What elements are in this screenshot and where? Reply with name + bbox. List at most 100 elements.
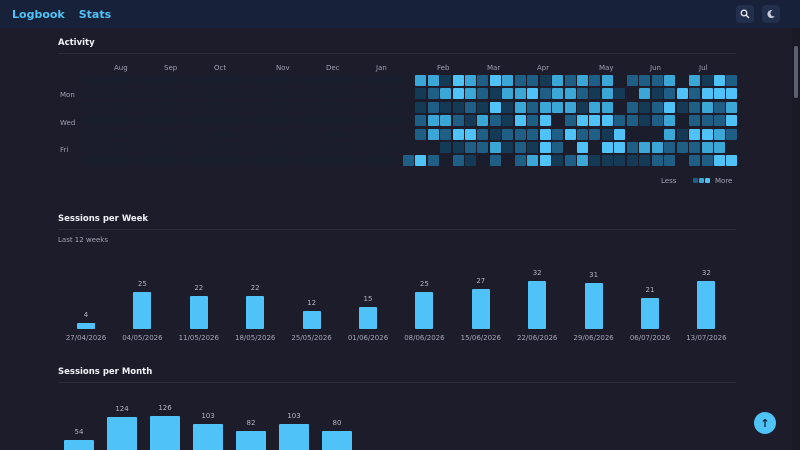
heatmap-cell[interactable]: [701, 101, 713, 113]
heatmap-cell[interactable]: [689, 75, 701, 86]
heatmap-cell[interactable]: [103, 75, 115, 86]
heatmap-cell[interactable]: [489, 88, 501, 100]
heatmap-cell[interactable]: [91, 128, 103, 140]
heatmap-cell[interactable]: [440, 142, 452, 153]
heatmap-cell[interactable]: [278, 88, 290, 100]
heatmap-cell[interactable]: [564, 88, 576, 100]
heatmap-cell[interactable]: [328, 155, 339, 167]
heatmap-cell[interactable]: [240, 142, 252, 153]
heatmap-cell[interactable]: [315, 75, 327, 86]
heatmap-cell[interactable]: [639, 101, 651, 113]
heatmap-cell[interactable]: [651, 115, 663, 127]
chart-bar[interactable]: [236, 430, 266, 450]
heatmap-cell[interactable]: [328, 142, 339, 153]
heatmap-cell[interactable]: [128, 88, 140, 100]
heatmap-cell[interactable]: [701, 142, 713, 153]
heatmap-cell[interactable]: [103, 88, 115, 100]
heatmap-cell[interactable]: [477, 88, 489, 100]
heatmap-cell[interactable]: [726, 128, 738, 140]
heatmap-cell[interactable]: [79, 75, 90, 86]
heatmap-cell[interactable]: [79, 155, 90, 167]
heatmap-cell[interactable]: [116, 115, 128, 127]
heatmap-cell[interactable]: [166, 142, 178, 153]
heatmap-cell[interactable]: [564, 155, 576, 167]
heatmap-cell[interactable]: [664, 88, 676, 100]
heatmap-cell[interactable]: [352, 115, 364, 127]
heatmap-cell[interactable]: [589, 88, 601, 100]
heatmap-cell[interactable]: [116, 101, 128, 113]
heatmap-cell[interactable]: [116, 128, 128, 140]
heatmap-cell[interactable]: [141, 88, 153, 100]
heatmap-cell[interactable]: [676, 142, 688, 153]
heatmap-cell[interactable]: [377, 75, 389, 86]
heatmap-cell[interactable]: [676, 75, 688, 86]
heatmap-cell[interactable]: [527, 88, 539, 100]
heatmap-cell[interactable]: [178, 155, 190, 167]
heatmap-cell[interactable]: [601, 128, 613, 140]
heatmap-cell[interactable]: [228, 101, 240, 113]
heatmap-cell[interactable]: [514, 101, 526, 113]
heatmap-cell[interactable]: [552, 101, 564, 113]
heatmap-cell[interactable]: [265, 142, 277, 153]
heatmap-cell[interactable]: [103, 101, 115, 113]
heatmap-cell[interactable]: [365, 88, 377, 100]
heatmap-cell[interactable]: [514, 75, 526, 86]
heatmap-cell[interactable]: [676, 128, 688, 140]
heatmap-cell[interactable]: [265, 115, 277, 127]
heatmap-cell[interactable]: [651, 88, 663, 100]
heatmap-cell[interactable]: [265, 155, 277, 167]
heatmap-cell[interactable]: [303, 115, 315, 127]
heatmap-cell[interactable]: [91, 101, 103, 113]
heatmap-cell[interactable]: [514, 88, 526, 100]
heatmap-cell[interactable]: [402, 101, 414, 113]
chart-bar[interactable]: [322, 431, 352, 450]
heatmap-cell[interactable]: [440, 75, 452, 86]
heatmap-cell[interactable]: [477, 155, 489, 167]
heatmap-cell[interactable]: [552, 128, 564, 140]
heatmap-cell[interactable]: [278, 115, 290, 127]
heatmap-cell[interactable]: [514, 142, 526, 153]
heatmap-cell[interactable]: [464, 142, 476, 153]
heatmap-cell[interactable]: [415, 75, 427, 86]
heatmap-cell[interactable]: [639, 128, 651, 140]
heatmap-cell[interactable]: [577, 101, 588, 113]
heatmap-cell[interactable]: [365, 155, 377, 167]
heatmap-cell[interactable]: [402, 115, 414, 127]
heatmap-cell[interactable]: [116, 75, 128, 86]
heatmap-cell[interactable]: [689, 128, 701, 140]
heatmap-cell[interactable]: [390, 88, 402, 100]
heatmap-cell[interactable]: [328, 75, 339, 86]
heatmap-cell[interactable]: [79, 142, 90, 153]
heatmap-cell[interactable]: [726, 142, 738, 153]
heatmap-cell[interactable]: [539, 75, 551, 86]
heatmap-cell[interactable]: [315, 115, 327, 127]
heatmap-cell[interactable]: [128, 128, 140, 140]
heatmap-cell[interactable]: [79, 128, 90, 140]
heatmap-cell[interactable]: [427, 115, 439, 127]
heatmap-cell[interactable]: [539, 142, 551, 153]
heatmap-cell[interactable]: [464, 101, 476, 113]
heatmap-cell[interactable]: [514, 155, 526, 167]
chart-bar[interactable]: [415, 291, 434, 329]
heatmap-cell[interactable]: [527, 75, 539, 86]
chart-bar[interactable]: [584, 282, 603, 329]
heatmap-cell[interactable]: [527, 142, 539, 153]
heatmap-cell[interactable]: [191, 155, 203, 167]
heatmap-cell[interactable]: [713, 128, 725, 140]
heatmap-cell[interactable]: [577, 128, 588, 140]
heatmap-cell[interactable]: [79, 101, 90, 113]
heatmap-cell[interactable]: [365, 142, 377, 153]
heatmap-cell[interactable]: [290, 101, 302, 113]
heatmap-cell[interactable]: [265, 128, 277, 140]
heatmap-cell[interactable]: [215, 101, 227, 113]
heatmap-cell[interactable]: [303, 101, 315, 113]
heatmap-cell[interactable]: [713, 75, 725, 86]
heatmap-cell[interactable]: [440, 101, 452, 113]
heatmap-cell[interactable]: [415, 101, 427, 113]
heatmap-cell[interactable]: [539, 115, 551, 127]
heatmap-cell[interactable]: [203, 142, 215, 153]
heatmap-cell[interactable]: [365, 128, 377, 140]
chart-bar[interactable]: [189, 296, 208, 329]
heatmap-cell[interactable]: [577, 155, 588, 167]
heatmap-cell[interactable]: [601, 101, 613, 113]
